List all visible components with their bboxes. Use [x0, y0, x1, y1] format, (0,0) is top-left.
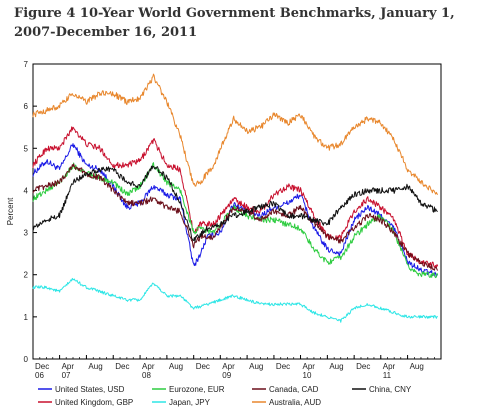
x-tick-label: Aug [410, 362, 424, 371]
legend-label: United States, USD [55, 385, 125, 394]
y-tick-label: 1 [24, 313, 29, 322]
x-tick-label: Apr [303, 362, 316, 371]
x-tick-label: Dec [356, 362, 370, 371]
legend-label: China, CNY [369, 385, 412, 394]
x-year-label: 10 [303, 371, 312, 380]
legend: United States, USD Eurozone, EUR Canada, C… [38, 385, 412, 407]
series-line-1 [32, 126, 439, 268]
legend-label: Japan, JPY [169, 398, 211, 407]
legend-label: Australia, AUD [269, 398, 321, 407]
y-axis-label: Percent [6, 197, 15, 225]
x-tick-label: Aug [249, 362, 263, 371]
x-tick-label: Aug [88, 362, 102, 371]
x-year-label: 09 [222, 371, 231, 380]
legend-label: Eurozone, EUR [169, 385, 225, 394]
x-tick-label: Apr [142, 362, 155, 371]
x-tick-label: Aug [169, 362, 183, 371]
legend-label: United Kingdom, GBP [55, 398, 133, 407]
plot-frame [32, 63, 442, 360]
x-year-label: 08 [142, 371, 151, 380]
y-tick-label: 2 [24, 271, 29, 280]
x-tick-label: Apr [222, 362, 235, 371]
y-tick-label: 7 [24, 60, 29, 69]
y-tick-label: 0 [24, 355, 29, 364]
x-tick-label: Dec [35, 362, 49, 371]
x-tick-label: Aug [329, 362, 343, 371]
x-year-label: 07 [62, 371, 71, 380]
series-line-5 [32, 73, 439, 195]
x-tick-label: Dec [115, 362, 129, 371]
x-year-label: 11 [383, 371, 392, 380]
series-line-4 [32, 163, 439, 271]
legend-label: Canada, CAD [269, 385, 319, 394]
x-tick-label: Apr [383, 362, 396, 371]
y-tick-label: 4 [24, 186, 29, 195]
x-tick-label: Apr [62, 362, 75, 371]
y-tick-label: 5 [24, 144, 29, 153]
chart-title: Figure 4 10-Year World Government Benchm… [14, 6, 455, 40]
y-tick-label: 3 [24, 229, 29, 238]
y-tick-label: 6 [24, 102, 29, 111]
series-layer [32, 73, 439, 323]
x-tick-label: Dec [196, 362, 210, 371]
axes-layer: 0 1 2 3 4 5 6 7 Percent Dec Apr Aug Dec Apr Aug Dec Apr A… [6, 60, 442, 380]
x-tick-label: Dec [276, 362, 290, 371]
series-line-6 [32, 165, 438, 243]
x-year-label: 06 [35, 371, 44, 380]
series-line-3 [32, 277, 438, 323]
